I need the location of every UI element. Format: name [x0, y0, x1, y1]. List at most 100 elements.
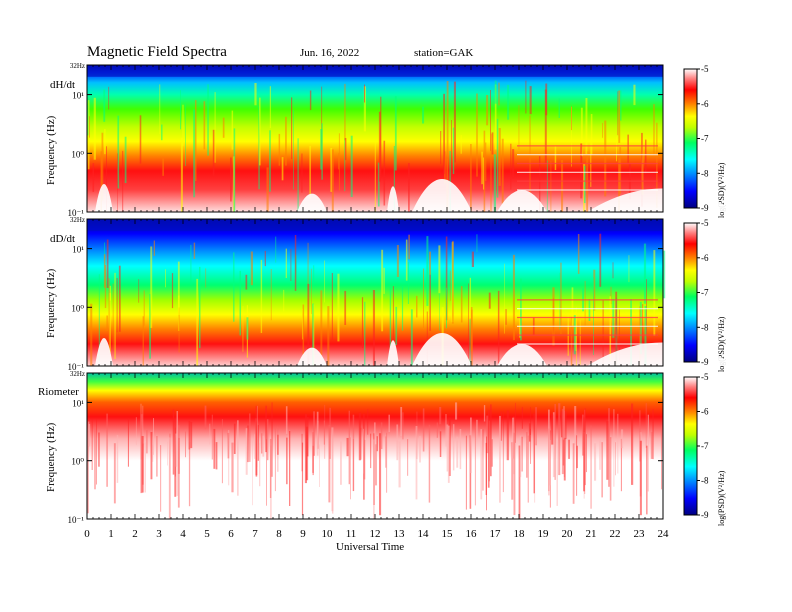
spectral-streak: [460, 135, 462, 154]
spectral-streak: [388, 414, 390, 433]
spectral-streak: [260, 259, 263, 333]
y-tick-label: 32Hz: [70, 62, 85, 70]
spectral-streak: [483, 405, 486, 422]
x-tick-label: 12: [370, 528, 381, 540]
spectral-streak: [549, 440, 551, 486]
spectral-streak: [585, 98, 588, 154]
spectral-streak: [440, 131, 442, 165]
colorbar-tick-label: -6: [701, 407, 709, 417]
spectral-streak: [104, 242, 105, 260]
spectral-streak: [290, 248, 292, 281]
x-tick-label: 18: [514, 528, 526, 540]
spectral-streak: [476, 234, 478, 253]
spectral-streak: [305, 426, 309, 481]
spectral-streak: [646, 279, 647, 341]
spectral-streak: [324, 404, 326, 459]
low-power-region: [412, 332, 472, 366]
spectral-streak: [249, 413, 251, 462]
spectral-streak: [94, 428, 96, 490]
y-tick-label: 10⁻¹: [68, 208, 85, 218]
spectral-streak: [346, 437, 349, 457]
spectral-streak: [528, 423, 531, 442]
spectral-streak: [443, 93, 445, 174]
spectral-streak: [650, 431, 653, 459]
spectral-streak: [124, 136, 127, 184]
low-power-region: [95, 338, 113, 366]
spectral-streak: [311, 268, 312, 315]
spectral-streak: [401, 285, 404, 331]
colorbar-tick-label: -5: [701, 218, 709, 228]
spectral-streak: [313, 304, 315, 366]
spectral-streak: [180, 137, 183, 212]
low-power-region: [497, 189, 547, 212]
spectral-streak: [109, 285, 111, 301]
spectral-streak: [490, 133, 492, 212]
x-tick-label: 0: [84, 528, 90, 540]
y-tick-label: 10⁰: [71, 457, 84, 467]
spectral-streak: [293, 109, 294, 190]
spectral-streak: [270, 269, 272, 321]
spectral-streak: [616, 136, 617, 162]
spectral-streak: [609, 296, 612, 361]
date-label: Jun. 16, 2022: [300, 47, 360, 59]
spectral-streak: [321, 123, 323, 180]
spectral-streak: [313, 411, 315, 456]
low-power-region: [412, 178, 472, 212]
spectral-streak: [584, 408, 586, 486]
spectral-streak: [211, 414, 213, 460]
spectral-streak: [193, 242, 196, 259]
spectral-streak: [525, 80, 527, 114]
y-tick-label: 10¹: [72, 245, 84, 255]
spectral-streak: [599, 233, 602, 287]
colorbar-2: [683, 222, 698, 363]
spectral-streak: [561, 408, 564, 475]
spectral-streak: [426, 311, 428, 366]
spectral-streak: [256, 405, 258, 468]
spectral-streak: [496, 118, 499, 198]
spectral-streak: [494, 84, 497, 150]
spectral-streak: [286, 437, 288, 485]
spectral-streak: [459, 429, 462, 470]
spectral-streak: [470, 307, 473, 352]
colorbar-tick-label: -7: [701, 288, 709, 298]
spectral-streak: [377, 162, 380, 207]
spectral-streak: [383, 267, 385, 294]
spectral-streak: [423, 268, 424, 329]
spectral-streak: [106, 413, 108, 487]
spectral-streak: [486, 95, 489, 126]
spectral-streak: [486, 436, 487, 511]
colorbar-tick-label: -6: [701, 99, 709, 109]
spectral-streak: [408, 163, 410, 212]
spectral-streak: [468, 283, 469, 366]
spectral-streak: [405, 239, 408, 281]
spectral-streak: [558, 98, 560, 118]
x-tick-label: 15: [442, 528, 454, 540]
spectral-streak: [231, 442, 234, 493]
spectral-streak: [656, 122, 658, 208]
spectral-streak: [498, 128, 501, 186]
spectral-streak: [627, 134, 629, 164]
spectral-streak: [239, 270, 241, 336]
spectral-streak: [266, 439, 267, 506]
spectral-streak: [582, 414, 584, 456]
spectral-streak: [324, 260, 325, 303]
spectral-streak: [96, 419, 97, 485]
spectral-streak: [511, 442, 514, 500]
spectral-streak: [497, 290, 500, 366]
spectral-streak: [277, 426, 279, 472]
spectral-streak: [261, 433, 263, 454]
spectral-streak: [594, 443, 597, 481]
spectral-streak: [639, 410, 641, 462]
spectral-streak: [367, 409, 369, 435]
spectral-streak: [149, 294, 151, 359]
spectral-streak: [91, 418, 93, 470]
spectral-streak: [639, 306, 641, 366]
spectral-streak: [190, 244, 192, 286]
low-power-region: [587, 188, 737, 212]
spectral-streak: [139, 115, 142, 164]
spectral-streak: [617, 413, 619, 474]
spectral-streak: [529, 86, 532, 115]
spectral-streak: [245, 274, 248, 290]
spectral-streak: [615, 442, 616, 476]
spectral-streak: [574, 406, 577, 445]
